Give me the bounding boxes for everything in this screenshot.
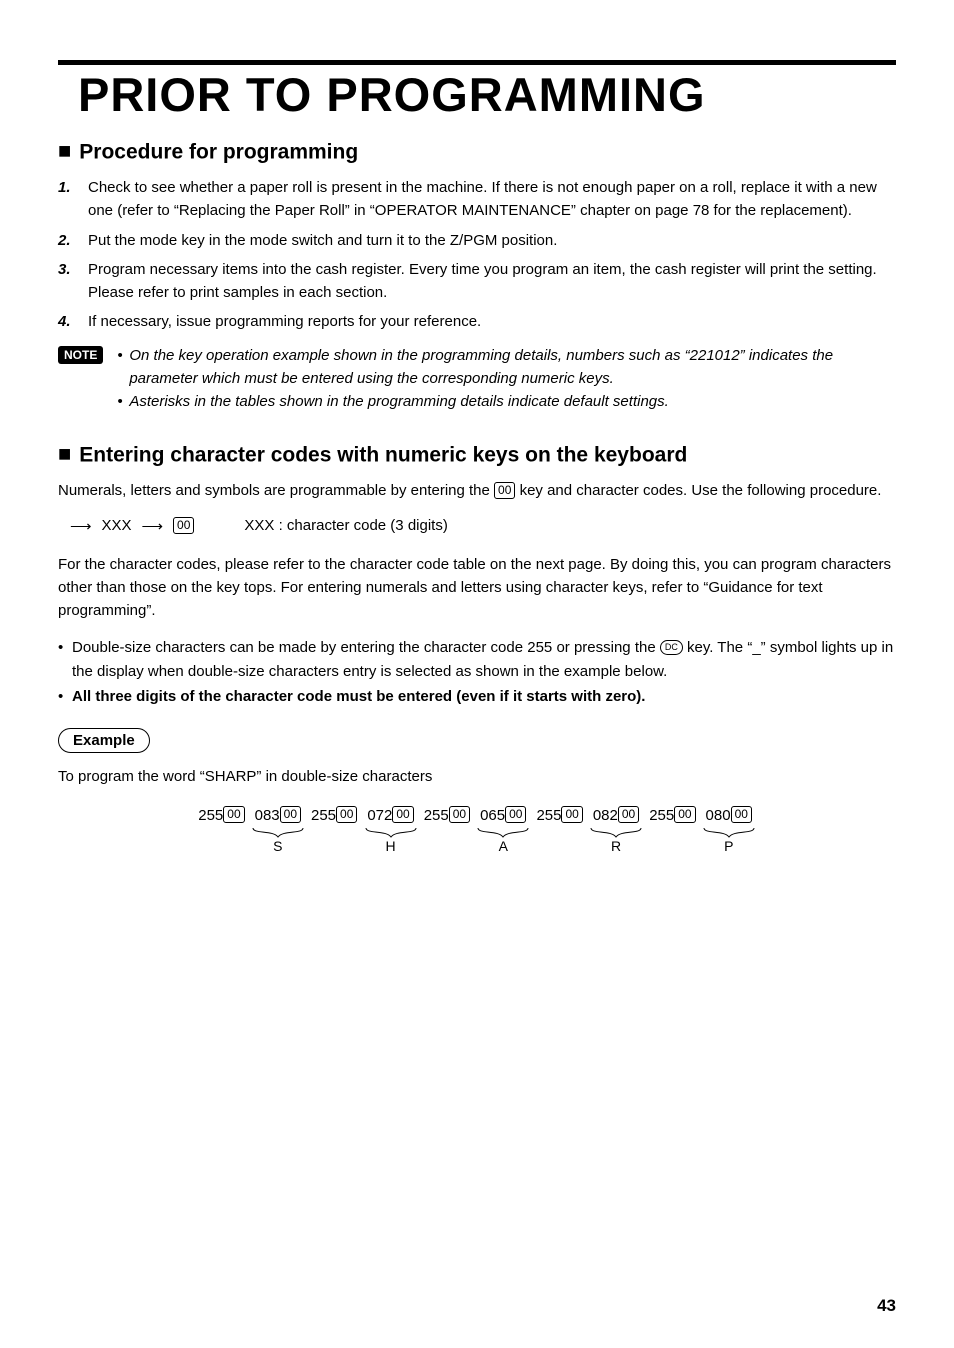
section2-intro: Numerals, letters and symbols are progra…: [58, 479, 896, 502]
step-item: 3. Program necessary items into the cash …: [58, 258, 896, 305]
seq-code-group: 082 00 R: [589, 806, 643, 854]
key-00-icon: 00: [449, 806, 470, 823]
section-heading-1: ■ Procedure for programming: [58, 140, 896, 166]
key-dc-icon: DC: [660, 640, 683, 655]
underbrace-icon: [702, 826, 756, 838]
steps-list: 1. Check to see whether a paper roll is p…: [58, 176, 896, 334]
square-bullet-icon: ■: [58, 138, 71, 164]
top-rule: [58, 60, 896, 65]
seq-letter: R: [589, 838, 643, 854]
bullet-item: •All three digits of the character code …: [58, 685, 896, 708]
procedure-line: ⟶ XXX ⟶ 00 XXX : character code (3 digit…: [70, 517, 896, 535]
step-item: 4. If necessary, issue programming report…: [58, 310, 896, 333]
section-heading-2: ■ Entering character codes with numeric k…: [58, 443, 896, 469]
step-text: Program necessary items into the cash re…: [88, 261, 877, 301]
step-text: Check to see whether a paper roll is pre…: [88, 179, 877, 219]
step-item: 2. Put the mode key in the mode switch an…: [58, 229, 896, 252]
section2-para2: For the character codes, please refer to…: [58, 553, 896, 623]
seq-letter: A: [476, 838, 530, 854]
key-00-icon: 00: [561, 806, 582, 823]
step-number: 4.: [58, 310, 71, 333]
step-text: If necessary, issue programming reports …: [88, 313, 481, 330]
underbrace-icon: [589, 826, 643, 838]
bullet-text: Double-size characters can be made by en…: [72, 636, 896, 683]
seq-prefix: 255 00: [536, 806, 582, 824]
bullet-dot-icon: •: [117, 344, 129, 391]
seq-code-num: 083: [255, 807, 280, 824]
bullet-dot-icon: •: [117, 390, 129, 413]
section-heading-2-text: Entering character codes with numeric ke…: [79, 444, 687, 467]
section2-bullets: •Double-size characters can be made by e…: [58, 636, 896, 708]
arrow-icon: ⟶: [142, 517, 164, 535]
step-text: Put the mode key in the mode switch and …: [88, 232, 557, 249]
square-bullet-icon: ■: [58, 441, 71, 467]
note-body: • On the key operation example shown in …: [117, 344, 896, 414]
seq-prefix-num: 255: [311, 807, 336, 824]
seq-letter: H: [364, 838, 418, 854]
seq-code-num: 082: [593, 807, 618, 824]
seq-prefix-num: 255: [198, 807, 223, 824]
bullet-item: •Double-size characters can be made by e…: [58, 636, 896, 683]
example-sequence: 255 00 083 00 S 255 00 072 00 H 255 00 065…: [58, 806, 896, 854]
example-badge-wrap: Example: [58, 718, 896, 761]
seq-letter: S: [251, 838, 305, 854]
key-00-icon: 00: [674, 806, 695, 823]
seq-prefix: 255 00: [198, 806, 244, 824]
proc-desc: XXX : character code (3 digits): [244, 517, 447, 534]
underbrace-icon: [251, 826, 305, 838]
seq-letter: P: [702, 838, 756, 854]
seq-code-num: 080: [706, 807, 731, 824]
seq-prefix-num: 255: [649, 807, 674, 824]
note-row: NOTE • On the key operation example show…: [58, 344, 896, 414]
underbrace-icon: [476, 826, 530, 838]
note-bullet: • Asterisks in the tables shown in the p…: [117, 390, 896, 413]
page-title: PRIOR TO PROGRAMMING: [78, 67, 896, 122]
key-00-icon: 00: [731, 806, 752, 823]
seq-prefix-num: 255: [536, 807, 561, 824]
arrow-icon: ⟶: [70, 517, 92, 535]
note-badge: NOTE: [58, 346, 103, 364]
key-00-icon: 00: [392, 806, 413, 823]
seq-prefix: 255 00: [649, 806, 695, 824]
key-00-icon: 00: [618, 806, 639, 823]
key-00-icon: 00: [494, 482, 515, 499]
step-number: 2.: [58, 229, 71, 252]
example-badge: Example: [58, 728, 150, 753]
bullet-dot-icon: •: [58, 685, 72, 708]
seq-code-group: 080 00 P: [702, 806, 756, 854]
step-item: 1. Check to see whether a paper roll is p…: [58, 176, 896, 223]
seq-code-group: 083 00 S: [251, 806, 305, 854]
note-bullet-text: Asterisks in the tables shown in the pro…: [129, 390, 668, 413]
seq-prefix: 255 00: [424, 806, 470, 824]
key-00-icon: 00: [173, 517, 194, 534]
page-number: 43: [877, 1296, 896, 1316]
step-number: 1.: [58, 176, 71, 199]
intro-b: key and character codes. Use the followi…: [515, 482, 881, 499]
key-00-icon: 00: [223, 806, 244, 823]
key-00-icon: 00: [505, 806, 526, 823]
intro-a: Numerals, letters and symbols are progra…: [58, 482, 494, 499]
seq-code-num: 065: [480, 807, 505, 824]
page: PRIOR TO PROGRAMMING ■ Procedure for prog…: [0, 0, 954, 1348]
key-00-icon: 00: [280, 806, 301, 823]
seq-code-group: 065 00 A: [476, 806, 530, 854]
seq-prefix-num: 255: [424, 807, 449, 824]
key-00-icon: 00: [336, 806, 357, 823]
seq-code-group: 072 00 H: [364, 806, 418, 854]
bullet-dot-icon: •: [58, 636, 72, 683]
example-caption: To program the word “SHARP” in double-si…: [58, 765, 896, 788]
seq-prefix: 255 00: [311, 806, 357, 824]
section-heading-1-text: Procedure for programming: [79, 141, 358, 164]
step-number: 3.: [58, 258, 71, 281]
bullet-text: All three digits of the character code m…: [72, 685, 645, 708]
note-bullet-text: On the key operation example shown in th…: [129, 344, 896, 391]
proc-xxx: XXX: [102, 517, 132, 534]
seq-code-num: 072: [367, 807, 392, 824]
note-bullet: • On the key operation example shown in …: [117, 344, 896, 391]
underbrace-icon: [364, 826, 418, 838]
